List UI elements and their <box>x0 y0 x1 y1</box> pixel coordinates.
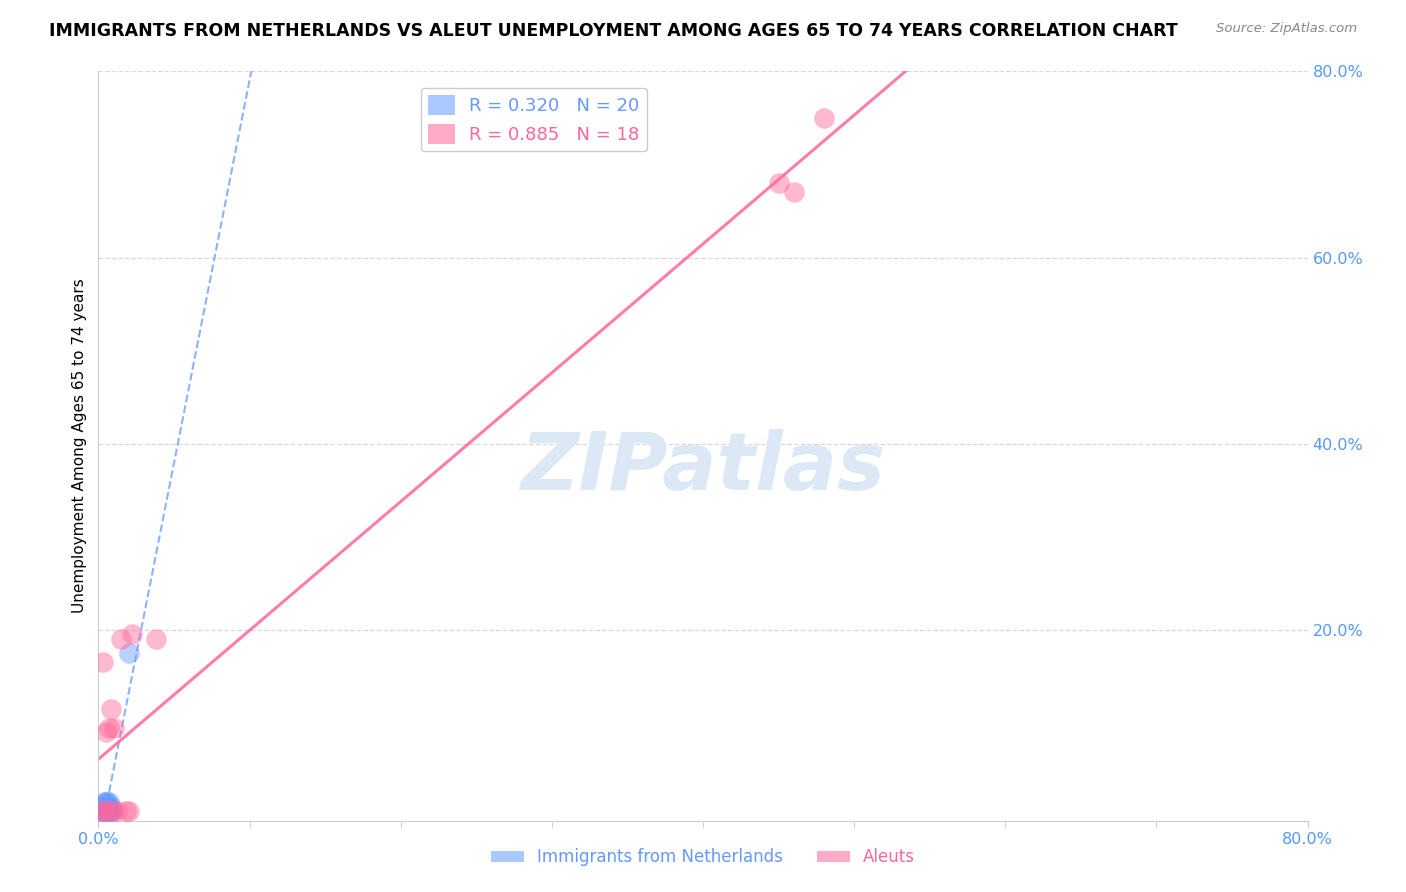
Point <box>90 805 112 819</box>
Point <box>768 176 790 190</box>
Point <box>94 795 117 809</box>
Point <box>114 805 136 819</box>
Point <box>103 721 125 735</box>
Point <box>101 805 124 819</box>
Point <box>121 627 143 641</box>
Point <box>118 805 141 819</box>
Point <box>100 799 122 814</box>
Text: Source: ZipAtlas.com: Source: ZipAtlas.com <box>1216 22 1357 36</box>
Text: IMMIGRANTS FROM NETHERLANDS VS ALEUT UNEMPLOYMENT AMONG AGES 65 TO 74 YEARS CORR: IMMIGRANTS FROM NETHERLANDS VS ALEUT UNE… <box>49 22 1178 40</box>
Point <box>94 805 117 819</box>
Point <box>96 805 118 819</box>
Legend: Immigrants from Netherlands, Aleuts: Immigrants from Netherlands, Aleuts <box>484 842 922 873</box>
Point <box>96 799 118 814</box>
Y-axis label: Unemployment Among Ages 65 to 74 years: Unemployment Among Ages 65 to 74 years <box>72 278 87 614</box>
Point <box>93 795 115 809</box>
Point <box>90 799 112 814</box>
Point <box>813 111 835 125</box>
Point <box>90 805 112 819</box>
Point <box>118 646 141 660</box>
Point <box>96 805 118 819</box>
Point <box>96 795 118 809</box>
Point <box>94 725 117 739</box>
Point <box>93 805 115 819</box>
Point <box>145 632 167 647</box>
Legend: R = 0.320   N = 20, R = 0.885   N = 18: R = 0.320 N = 20, R = 0.885 N = 18 <box>420 88 647 151</box>
Point <box>98 799 121 814</box>
Point <box>98 721 121 735</box>
Point <box>91 805 114 819</box>
Point <box>100 702 122 716</box>
Point <box>100 805 122 819</box>
Point <box>94 799 117 814</box>
Point <box>110 632 132 647</box>
Point <box>783 186 806 200</box>
Point <box>91 799 114 814</box>
Point <box>105 805 128 819</box>
Point <box>98 805 121 819</box>
Point <box>93 799 115 814</box>
Point <box>98 795 121 809</box>
Point <box>91 656 114 670</box>
Text: ZIPatlas: ZIPatlas <box>520 429 886 508</box>
Point <box>93 805 115 819</box>
Point <box>101 805 124 819</box>
